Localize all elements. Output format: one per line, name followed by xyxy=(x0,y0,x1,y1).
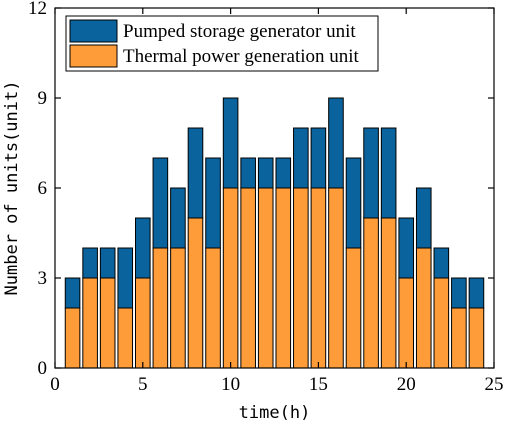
legend: Pumped storage generator unit Thermal pow… xyxy=(65,15,379,72)
bar-pumped-8 xyxy=(187,127,204,219)
bar-pumped-6 xyxy=(152,157,169,249)
x-tick-label: 0 xyxy=(50,374,60,395)
bar-pumped-4 xyxy=(117,247,134,309)
bar-thermal-9 xyxy=(205,247,221,369)
bar-thermal-24 xyxy=(468,307,485,369)
bar-thermal-20 xyxy=(398,277,414,369)
bar-pumped-21 xyxy=(415,187,432,249)
bar-thermal-6 xyxy=(152,247,169,369)
bar-pumped-15 xyxy=(310,127,327,189)
bar-thermal-8 xyxy=(187,217,204,369)
bar-pumped-10 xyxy=(222,97,239,189)
bars xyxy=(64,97,485,369)
bar-thermal-15 xyxy=(310,187,327,369)
bar-pumped-17 xyxy=(345,157,362,249)
bar-thermal-18 xyxy=(363,217,379,369)
bar-thermal-13 xyxy=(275,187,292,369)
bar-thermal-14 xyxy=(293,187,309,369)
bar-thermal-19 xyxy=(380,217,397,369)
legend-box xyxy=(65,15,379,72)
x-tick-label: 20 xyxy=(397,374,416,395)
x-tick-label: 5 xyxy=(138,374,148,395)
bar-thermal-23 xyxy=(451,307,467,369)
bar-pumped-7 xyxy=(170,187,186,249)
legend-swatch-thermal xyxy=(69,44,118,68)
x-tick-label: 25 xyxy=(485,374,504,395)
bar-pumped-19 xyxy=(380,127,397,219)
bar-pumped-20 xyxy=(398,217,414,279)
bar-pumped-18 xyxy=(363,127,379,219)
legend-swatch-pumped xyxy=(69,19,118,43)
y-tick-label: 0 xyxy=(38,358,48,379)
bar-pumped-2 xyxy=(82,247,98,279)
bar-pumped-9 xyxy=(205,157,221,249)
axes: 0 5 10 15 20 25 0 3 6 9 12 xyxy=(28,0,504,395)
y-tick-label: 3 xyxy=(38,268,48,289)
bar-pumped-13 xyxy=(275,157,292,189)
y-tick-label: 12 xyxy=(28,0,47,19)
bar-thermal-12 xyxy=(257,187,274,369)
bar-thermal-2 xyxy=(82,277,98,369)
bar-thermal-4 xyxy=(117,307,134,369)
bar-thermal-10 xyxy=(222,187,239,369)
bar-pumped-12 xyxy=(257,157,274,189)
bar-thermal-11 xyxy=(240,187,256,369)
bar-pumped-24 xyxy=(468,277,485,309)
bar-thermal-16 xyxy=(328,187,344,369)
legend-label-thermal: Thermal power generation unit xyxy=(123,46,360,67)
y-axis-label: Number of units(unit) xyxy=(2,81,22,296)
legend-label-pumped: Pumped storage generator unit xyxy=(123,21,356,42)
bar-thermal-17 xyxy=(345,247,362,369)
bar-pumped-23 xyxy=(451,277,467,309)
bar-thermal-5 xyxy=(135,277,151,369)
bar-pumped-22 xyxy=(433,247,450,279)
x-axis-label: time(h) xyxy=(239,403,311,423)
bar-thermal-1 xyxy=(64,307,81,369)
x-tick-label: 10 xyxy=(221,374,240,395)
bar-pumped-14 xyxy=(293,127,309,189)
bar-thermal-21 xyxy=(415,247,432,369)
y-tick-label: 6 xyxy=(38,178,48,199)
y-tick-label: 9 xyxy=(38,88,48,109)
bar-thermal-7 xyxy=(170,247,186,369)
bar-thermal-3 xyxy=(99,277,116,369)
bar-pumped-1 xyxy=(64,277,81,309)
x-tick-label: 15 xyxy=(309,374,328,395)
bar-pumped-3 xyxy=(99,247,116,279)
bar-pumped-16 xyxy=(328,97,344,189)
bar-thermal-22 xyxy=(433,277,450,369)
bar-pumped-5 xyxy=(135,217,151,279)
bar-pumped-11 xyxy=(240,157,256,189)
